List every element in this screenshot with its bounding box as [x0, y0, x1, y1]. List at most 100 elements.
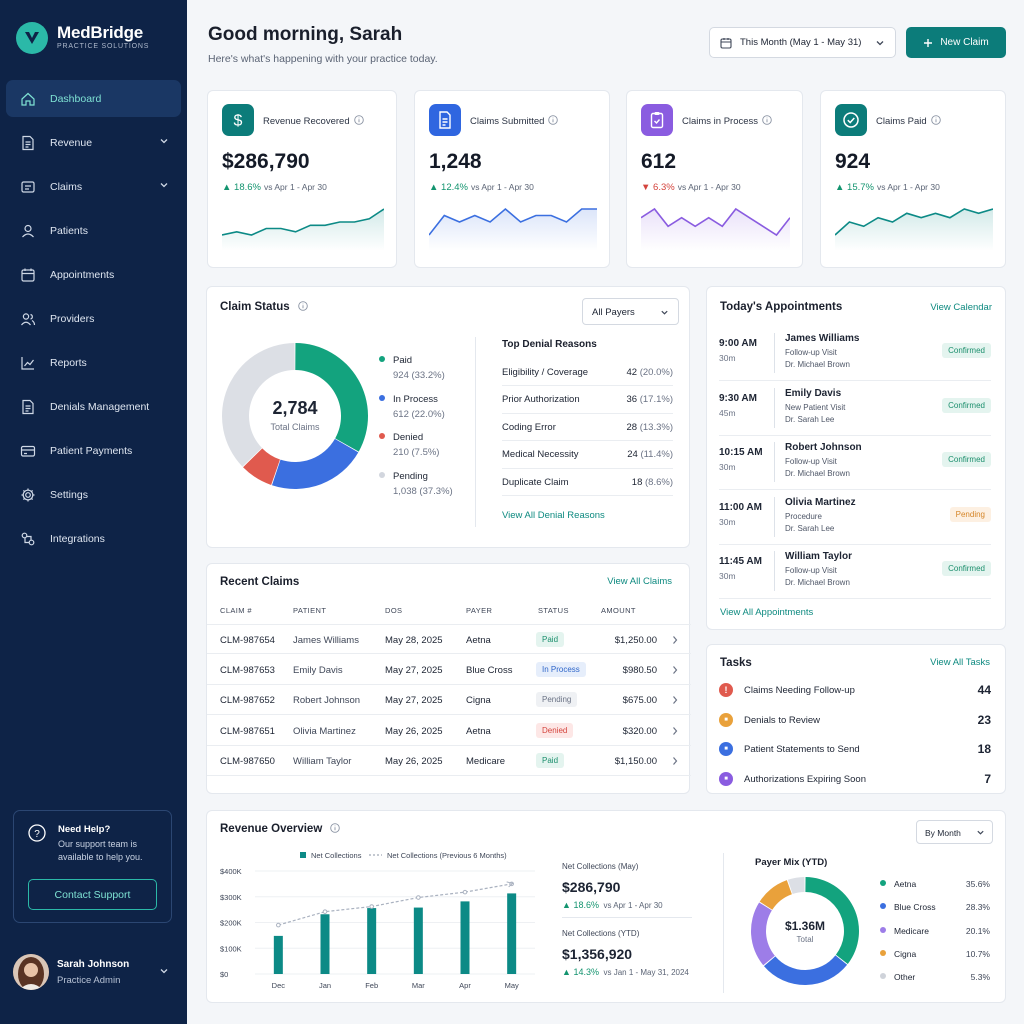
denial-reason-row[interactable]: Medical Necessity 24 (11.4%)	[502, 442, 673, 469]
stat2-change: ▲ 14.3% vs Jan 1 - May 31, 2024	[562, 967, 689, 977]
appointment-item[interactable]: 10:15 AM 30m Robert Johnson Follow-up Visit…	[719, 436, 991, 490]
sidebar-item-reports[interactable]: Reports	[6, 344, 181, 381]
help-text: Our support team is available to help yo…	[58, 839, 143, 862]
sidebar-item-label: Denials Management	[50, 400, 150, 413]
previous-period-point	[369, 904, 374, 909]
chevron-right-icon[interactable]	[671, 665, 679, 678]
payer-filter-select[interactable]: All Payers	[582, 298, 679, 325]
task-item[interactable]: ■ Patient Statements to Send 18	[719, 735, 991, 764]
legend-label: Denied	[393, 432, 424, 443]
column-header[interactable]: STATUS	[538, 606, 569, 615]
view-all-tasks-link[interactable]: View All Tasks	[930, 657, 990, 668]
table-row[interactable]: CLM-987654 James Williams May 28, 2025 Aetn…	[207, 624, 691, 654]
appointment-item[interactable]: 9:00 AM 30m James Williams Follow-up Visit D…	[719, 327, 991, 381]
info-icon[interactable]	[353, 115, 364, 128]
chevron-down-icon[interactable]	[159, 136, 169, 149]
view-denial-reasons-link[interactable]: View All Denial Reasons	[502, 510, 605, 521]
legend-dot	[379, 394, 385, 401]
legend-dot	[880, 949, 886, 956]
chevron-down-icon[interactable]	[159, 966, 169, 976]
sidebar-item-settings[interactable]: Settings	[6, 476, 181, 513]
sidebar-item-revenue[interactable]: Revenue	[6, 124, 181, 161]
logo[interactable]: MedBridge PRACTICE SOLUTIONS	[16, 22, 149, 54]
sidebar-item-label: Providers	[50, 312, 95, 325]
chevron-down-icon[interactable]	[159, 180, 169, 193]
sparkline-area	[835, 209, 993, 251]
kpi-card-revenue-recovered[interactable]: $ Revenue Recovered $286,790 ▲ 18.6% vs Apr …	[207, 90, 397, 268]
chevron-right-icon[interactable]	[671, 726, 679, 739]
cell-patient: William Taylor	[293, 756, 352, 767]
appointment-item[interactable]: 9:30 AM 45m Emily Davis New Patient Visit Dr…	[719, 382, 991, 436]
table-row[interactable]: CLM-987652 Robert Johnson May 27, 2025 Cign…	[207, 685, 691, 715]
denial-reason-row[interactable]: Coding Error 28 (13.3%)	[502, 414, 673, 441]
sidebar-item-integrations[interactable]: Integrations	[6, 520, 181, 557]
task-item[interactable]: ■ Authorizations Expiring Soon 7	[719, 765, 991, 794]
cell-patient: James Williams	[293, 635, 359, 646]
denial-reason-row[interactable]: Duplicate Claim 18 (8.6%)	[502, 469, 673, 496]
column-header[interactable]: PAYER	[466, 606, 493, 615]
view-all-claims-link[interactable]: View All Claims	[607, 576, 672, 587]
legend-dot	[379, 433, 385, 439]
by-month-select[interactable]: By Month	[916, 820, 993, 844]
denial-reason-row[interactable]: Prior Authorization 36 (17.1%)	[502, 387, 673, 414]
donut-slice-cigna	[759, 880, 792, 910]
column-header[interactable]: AMOUNT	[601, 606, 636, 615]
sparkline-chart	[222, 208, 384, 251]
appointment-item[interactable]: 11:00 AM 30m Olivia Martinez Procedure Dr. S…	[719, 491, 991, 545]
appointment-patient: William Taylor	[785, 551, 852, 562]
chevron-down-icon	[977, 830, 984, 835]
sidebar-item-label: Integrations	[50, 532, 105, 545]
info-icon[interactable]	[548, 115, 559, 128]
previous-period-line	[278, 883, 512, 926]
sidebar-item-appointments[interactable]: Appointments	[6, 256, 181, 293]
appointment-item[interactable]: 11:45 AM 30m William Taylor Follow-up Visit…	[719, 545, 991, 599]
chart-icon	[20, 355, 36, 371]
view-calendar-link[interactable]: View Calendar	[930, 302, 992, 313]
donut-slice-medicare	[751, 902, 775, 966]
column-header[interactable]: CLAIM #	[220, 606, 252, 615]
user-name: Sarah Johnson	[57, 959, 130, 970]
donut-slice-aetna	[805, 877, 859, 964]
column-header[interactable]: DOS	[385, 606, 403, 615]
date-range-select[interactable]: This Month (May 1 - May 31)	[709, 27, 896, 58]
denial-reason-pct: (8.6%)	[645, 476, 673, 488]
sidebar-item-patients[interactable]: Patients	[6, 212, 181, 249]
chevron-right-icon[interactable]	[671, 756, 679, 769]
up-arrow-icon: ▲	[562, 967, 571, 977]
kpi-card-claims-submitted[interactable]: Claims Submitted 1,248 ▲ 12.4% vs Apr 1 - A…	[414, 90, 610, 268]
cell-payer: Blue Cross	[466, 664, 513, 676]
divider	[774, 496, 775, 537]
column-header[interactable]: PATIENT	[293, 606, 327, 615]
new-claim-button[interactable]: New Claim	[906, 27, 1006, 58]
info-icon[interactable]	[762, 115, 772, 128]
info-icon[interactable]	[330, 823, 341, 833]
cell-patient: Olivia Martinez	[293, 725, 356, 737]
page-title: Good morning, Sarah	[208, 24, 403, 45]
sidebar-item-dashboard[interactable]: Dashboard	[6, 80, 181, 117]
task-item[interactable]: ! Claims Needing Follow-up 44	[719, 676, 991, 705]
kpi-card-claims-in-process[interactable]: Claims in Process 612 ▼ 6.3% vs Apr 1 - Apr…	[626, 90, 803, 268]
sidebar-item-denials-management[interactable]: Denials Management	[6, 388, 181, 425]
task-item[interactable]: ■ Denials to Review 23	[719, 706, 991, 735]
table-row[interactable]: CLM-987653 Emily Davis May 27, 2025 Blue Cr…	[207, 655, 691, 685]
chevron-right-icon[interactable]	[671, 635, 679, 648]
sidebar-item-claims[interactable]: Claims	[6, 168, 181, 205]
kpi-label: Claims in Process	[682, 115, 772, 128]
kpi-card-claims-paid[interactable]: Claims Paid 924 ▲ 15.7% vs Apr 1 - Apr 30	[820, 90, 1006, 268]
denial-reason-row[interactable]: Eligibility / Coverage 42 (20.0%)	[502, 359, 673, 386]
status-badge: Confirmed	[942, 452, 991, 467]
y-tick-label: $400K	[220, 867, 242, 876]
table-row[interactable]: CLM-987651 Olivia Martinez May 26, 2025 Aet…	[207, 716, 691, 746]
payer-mix-donut-chart	[751, 877, 859, 985]
payer-name: Cigna	[894, 948, 917, 959]
legend-item: Denied 210 (7.5%)	[379, 432, 439, 458]
view-all-appointments-link[interactable]: View All Appointments	[720, 607, 814, 618]
contact-support-button[interactable]: Contact Support	[28, 879, 157, 910]
table-row[interactable]: CLM-987650 William Taylor May 26, 2025 Medi…	[207, 746, 691, 776]
sidebar-item-providers[interactable]: Providers	[6, 300, 181, 337]
sidebar-item-patient-payments[interactable]: Patient Payments	[6, 432, 181, 469]
chevron-right-icon[interactable]	[671, 695, 679, 708]
user-profile[interactable]: Sarah Johnson Practice Admin	[13, 954, 173, 990]
info-icon[interactable]	[930, 115, 941, 128]
info-icon[interactable]	[298, 301, 308, 311]
